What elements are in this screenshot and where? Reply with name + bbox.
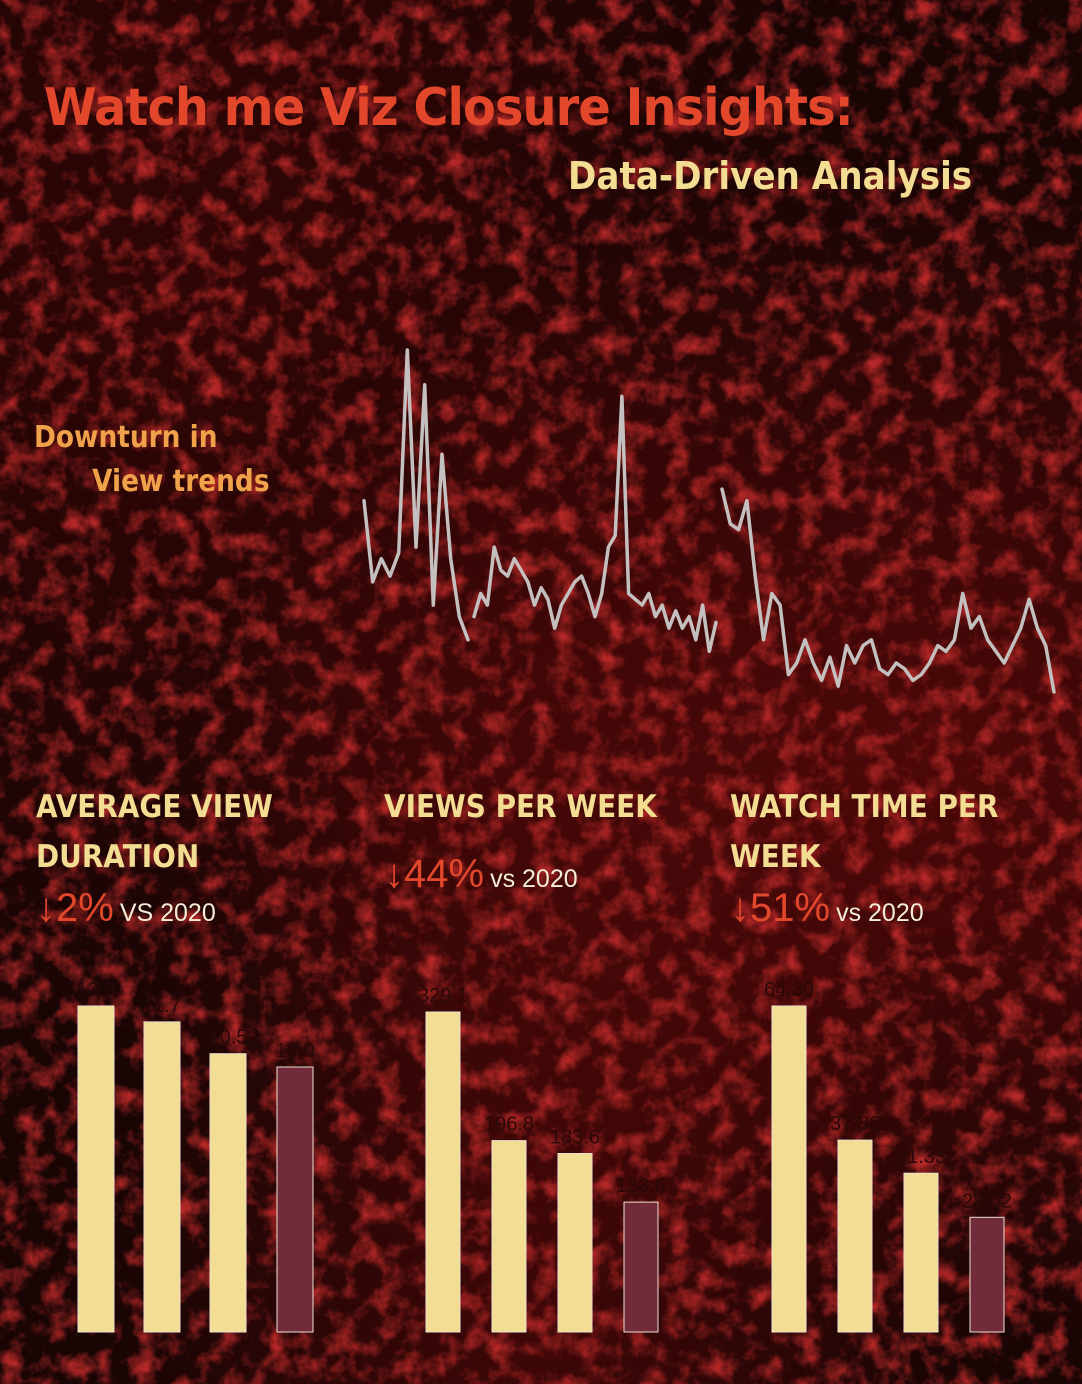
bar-chart-2: 329.1 196.8 183.6 133.6	[418, 985, 666, 1333]
kpi-comparison: VS 2020	[119, 899, 216, 927]
bar	[837, 1139, 873, 1333]
bar	[77, 1005, 115, 1333]
kpi-change: ↓51% vs 2020	[730, 886, 1060, 931]
bar-data-label: 12.3	[77, 979, 116, 1001]
bar-data-label: 183.6	[550, 1127, 600, 1149]
down-arrow-icon: ↓	[730, 886, 750, 930]
panel-watch-time-per-week: Watch Time per week ↓51% vs 2020	[730, 782, 1060, 931]
trend-label-line1: Downturn in	[34, 420, 218, 455]
down-arrow-icon: ↓	[36, 886, 56, 930]
kpi-percent: 44%	[404, 852, 485, 896]
panel-average-view-duration: Average View Duration ↓2% VS 2020	[36, 782, 366, 931]
bar	[969, 1216, 1005, 1333]
bar-data-label: 11.7	[143, 995, 180, 1017]
dashboard-subtitle: Data-Driven Analysis	[568, 154, 973, 198]
bar	[491, 1140, 527, 1333]
trend-label: Downturn in View trends	[34, 416, 294, 504]
bar-data-label: 10.5	[209, 1027, 248, 1049]
bar	[209, 1053, 247, 1333]
down-arrow-icon: ↓	[384, 852, 404, 896]
panel-views-per-week: Views per week ↓44% vs 2020	[384, 782, 714, 897]
panel-title: Views per week	[384, 789, 657, 825]
bar-data-label: 64.30	[764, 979, 814, 1001]
dashboard-title: Watch me Viz Closure Insights:	[44, 78, 854, 138]
kpi-percent: 2%	[56, 886, 114, 930]
bar	[425, 1011, 461, 1333]
bar-data-label: 37.86	[830, 1113, 880, 1135]
bar-data-label: 22.62	[962, 1190, 1012, 1212]
bar-data-label: 329.1	[418, 985, 468, 1007]
bar	[276, 1066, 314, 1333]
panel-title: Average View Duration	[36, 789, 273, 875]
trend-line-segment-2	[472, 394, 718, 654]
kpi-comparison: vs 2020	[836, 899, 924, 927]
kpi-comparison: vs 2020	[490, 865, 578, 893]
bar-chart-3: 64.30 37.86 31.33 22.62	[764, 979, 1012, 1333]
kpi-change: ↓44% vs 2020	[384, 852, 714, 897]
bar	[903, 1172, 939, 1333]
kpi-change: ↓2% VS 2020	[36, 886, 366, 931]
bar-data-label: 133.6	[616, 1175, 666, 1197]
bar	[771, 1005, 807, 1333]
kpi-percent: 51%	[750, 886, 831, 930]
bar	[557, 1153, 593, 1333]
trend-line-segment-1	[362, 348, 470, 642]
bar	[623, 1201, 659, 1333]
bar-data-label: 10.0	[276, 1040, 315, 1062]
bar-data-label: 31.33	[896, 1146, 946, 1168]
bar-data-label: 196.8	[484, 1114, 534, 1136]
trend-label-line2: View trends	[92, 464, 270, 499]
trend-line-segment-3	[720, 487, 1056, 694]
bar-chart-1: 12.3 11.7 10.5 10.0	[77, 979, 315, 1333]
bar	[143, 1021, 181, 1333]
panel-title: Watch Time per week	[730, 789, 999, 875]
